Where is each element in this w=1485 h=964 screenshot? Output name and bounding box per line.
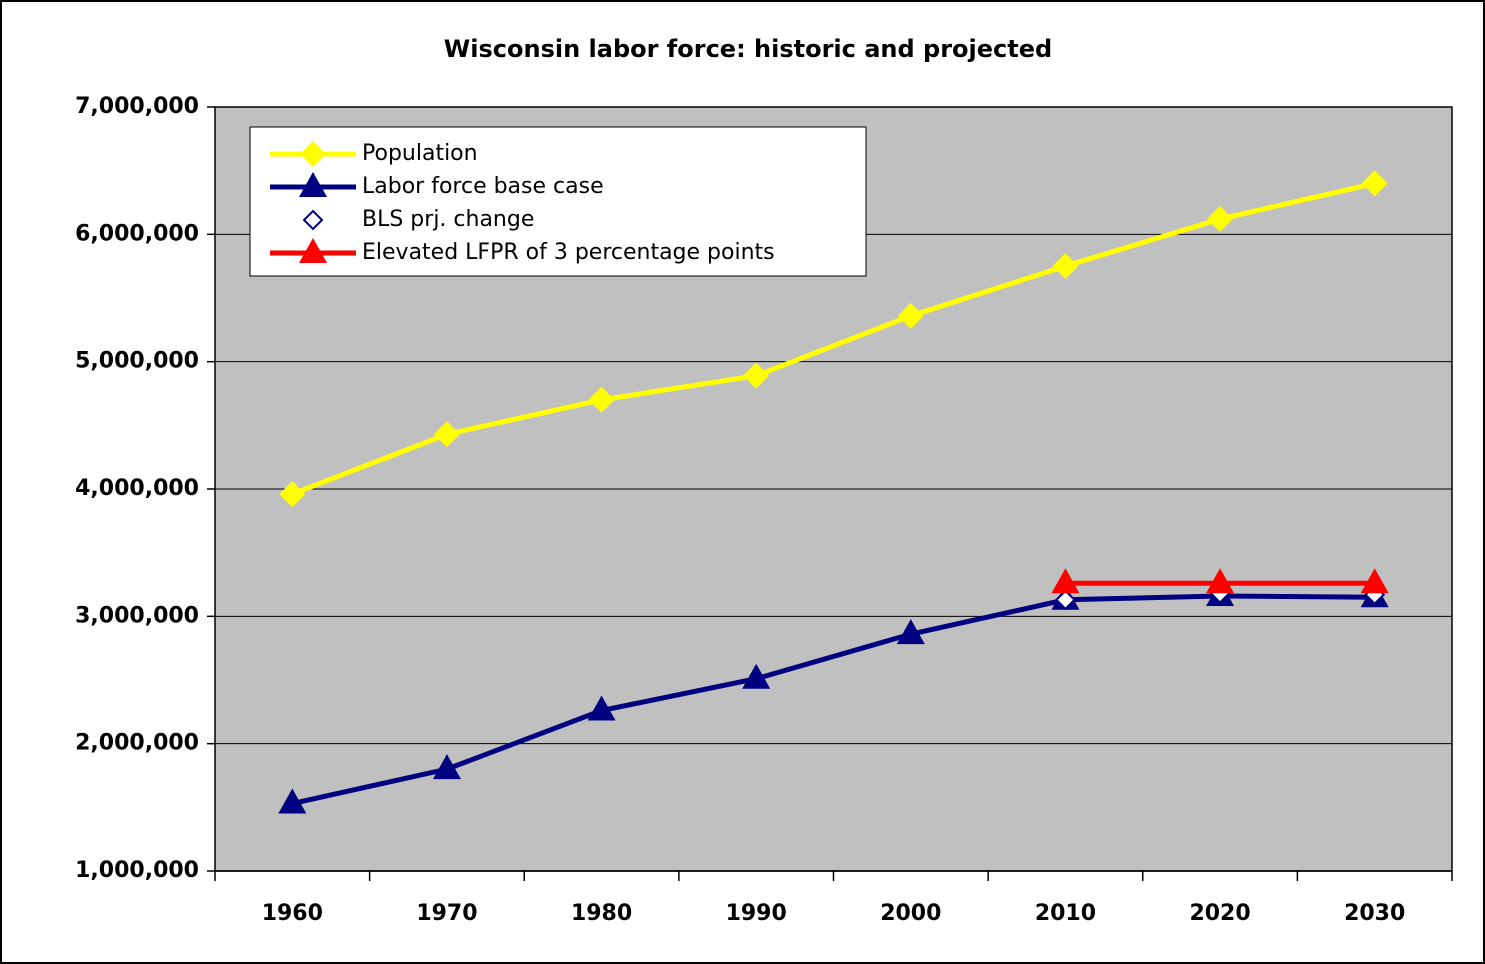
series-line — [291, 593, 1375, 806]
marker — [743, 362, 770, 389]
marker — [1361, 170, 1388, 197]
marker — [1055, 589, 1076, 611]
y-tick-label: 5,000,000 — [75, 349, 199, 374]
marker — [279, 481, 306, 508]
marker — [278, 788, 307, 814]
marker — [896, 619, 925, 645]
x-tick-label: 1960 — [262, 901, 323, 926]
x-tick-label: 2020 — [1189, 901, 1250, 926]
x-tick-label: 1980 — [571, 901, 632, 926]
x-tick-label: 2030 — [1344, 901, 1405, 926]
y-tick-label: 6,000,000 — [75, 221, 199, 246]
legend-label: Labor force base case — [362, 174, 604, 199]
legend-label: BLS prj. change — [362, 207, 534, 232]
marker — [1051, 568, 1080, 594]
marker — [588, 386, 615, 413]
marker — [299, 238, 327, 263]
y-tick-label: 3,000,000 — [75, 603, 199, 628]
marker — [742, 663, 771, 689]
marker — [300, 141, 326, 167]
x-tick-label: 2000 — [880, 901, 941, 926]
x-tick-label: 1970 — [416, 901, 477, 926]
marker — [433, 421, 460, 448]
marker — [302, 209, 324, 231]
marker — [1052, 253, 1079, 280]
legend-label: Elevated LFPR of 3 percentage points — [362, 240, 775, 265]
marker — [299, 172, 327, 197]
x-tick-label: 2010 — [1035, 901, 1096, 926]
y-tick-label: 4,000,000 — [75, 476, 199, 501]
y-tick-label: 7,000,000 — [75, 94, 199, 119]
marker — [897, 302, 924, 329]
y-tick-label: 2,000,000 — [75, 731, 199, 756]
marker — [1360, 568, 1389, 594]
legend-label: Population — [362, 141, 478, 166]
marker — [587, 695, 616, 721]
marker — [432, 754, 461, 780]
chart-title: Wisconsin labor force: historic and proj… — [444, 35, 1052, 63]
marker — [1207, 206, 1234, 233]
y-tick-label: 1,000,000 — [75, 858, 199, 883]
series-line — [291, 180, 1376, 497]
x-tick-label: 1990 — [726, 901, 787, 926]
marker — [1206, 568, 1235, 594]
